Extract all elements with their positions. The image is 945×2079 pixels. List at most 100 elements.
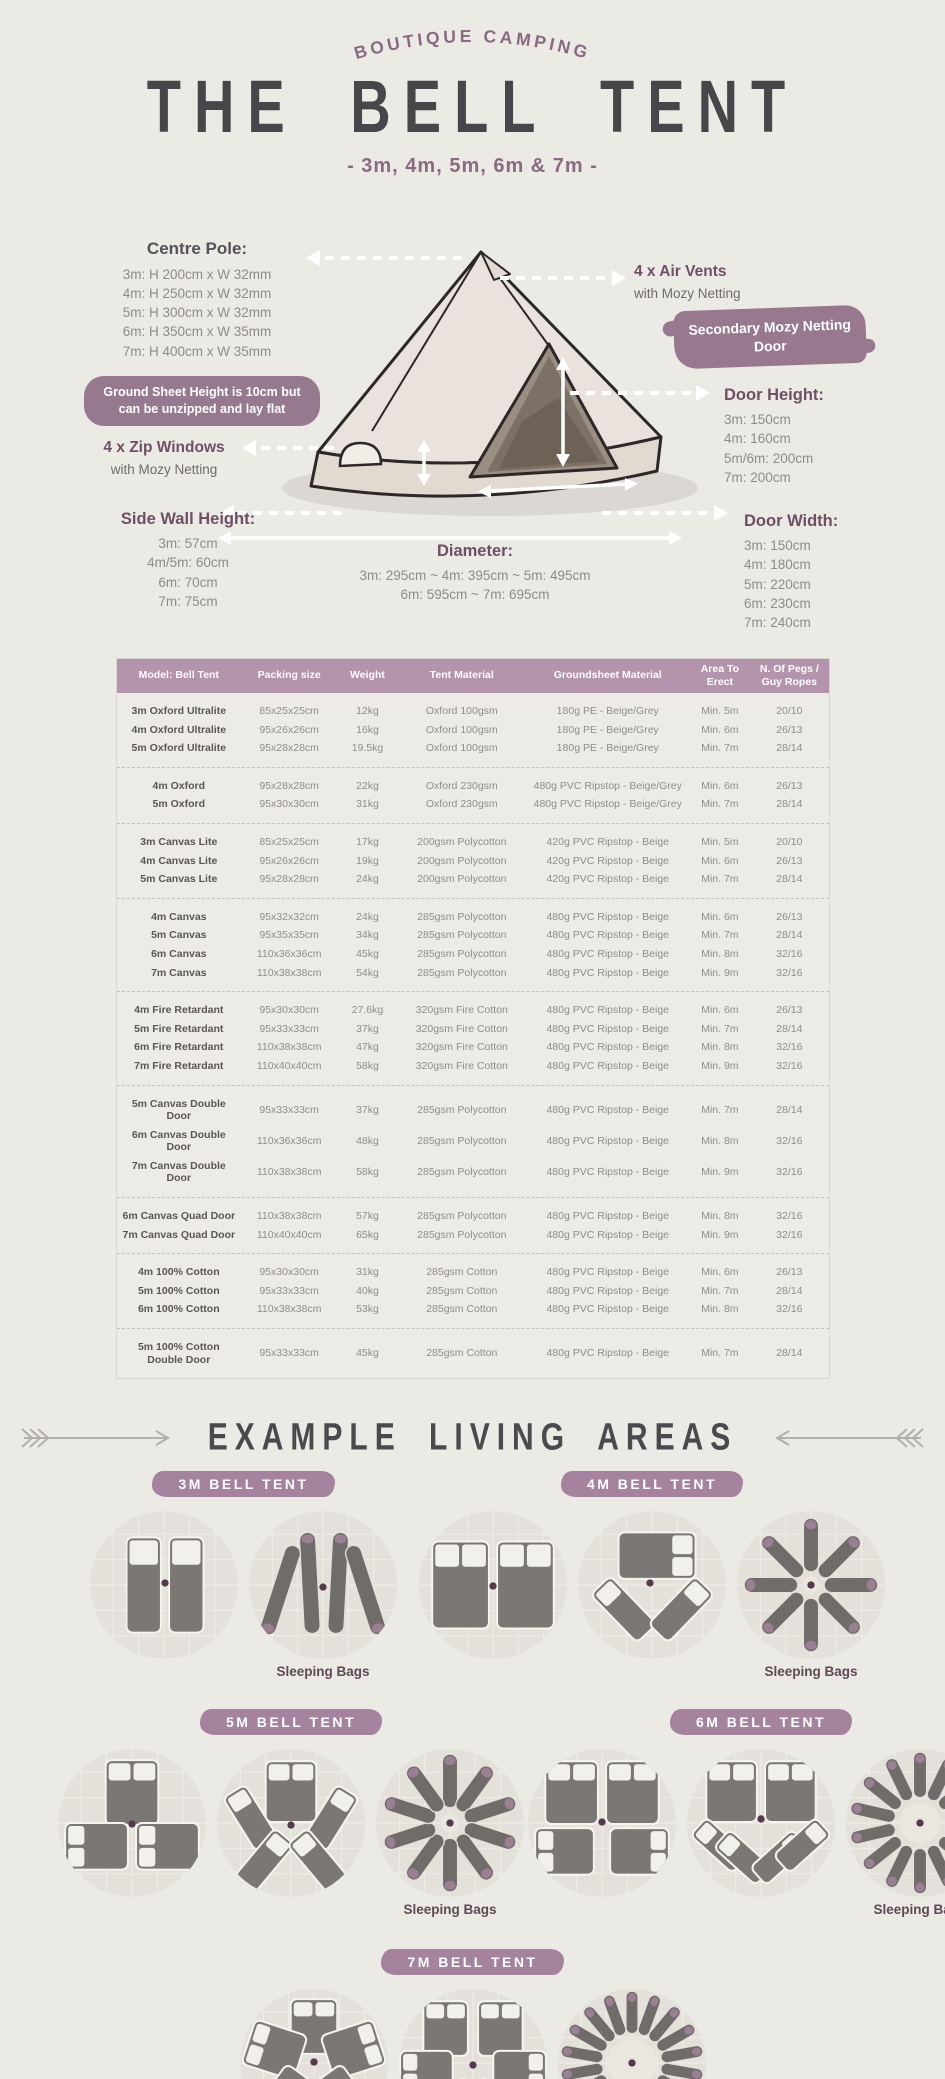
table-cell: 95x32x32cm	[259, 910, 319, 923]
spec-line: 3m: 150cm	[724, 412, 791, 428]
model-cell: 4m Oxford	[152, 779, 206, 792]
layout-circle-bags-10	[376, 1749, 524, 1898]
table-cell: Min. 6m	[701, 779, 739, 792]
table-cell: Min. 7m	[701, 1022, 739, 1035]
tent-size-badge: 7M BELL TENT	[381, 1949, 564, 1976]
table-row: 6m Fire Retardant 110x38x38cm 47kg 320gsm F…	[117, 1038, 829, 1057]
col-groundsheet: Groundsheet Material	[553, 669, 662, 682]
table-cell: 22kg	[356, 779, 379, 792]
spec-line: 7m: 240cm	[744, 614, 811, 630]
table-cell: 200gsm Polycotton	[417, 873, 507, 886]
layout-circle-wrap: Sleeping Bags	[735, 1509, 887, 1679]
table-cell: 24kg	[356, 910, 379, 923]
table-cell: 420g PVC Ripstop - Beige	[546, 854, 670, 867]
table-cell: Min. 6m	[701, 854, 739, 867]
table-cell: 95x26x26cm	[259, 854, 319, 867]
living-areas-heading: EXAMPLE LIVING AREAS	[0, 1416, 945, 1459]
diameter-title: Diameter:	[436, 542, 514, 560]
model-cell: 4m Oxford Ultralite	[131, 723, 227, 736]
table-group: 6m Canvas Quad Door 110x38x38cm 57kg 285gsm…	[116, 1197, 829, 1253]
table-cell: 54kg	[356, 966, 379, 979]
table-cell: 95x30x30cm	[259, 1004, 319, 1017]
layout-circle-wrap	[526, 1747, 678, 1899]
table-cell: 28/14	[776, 1347, 803, 1360]
table-cell: 110x38x38cm	[256, 1041, 322, 1054]
model-cell: 5m Fire Retardant	[134, 1022, 224, 1035]
layout-circle-doubles-5	[239, 1989, 388, 2079]
table-cell: 95x30x30cm	[259, 1266, 319, 1279]
spec-line: 3m: 150cm	[744, 538, 811, 554]
table-cell: 110x36x36cm	[256, 1134, 322, 1147]
table-cell: 20/10	[776, 835, 803, 848]
table-group: 4m Canvas 95x32x32cm 24kg 285gsm Polycotton…	[116, 897, 829, 991]
table-cell: 480g PVC Ripstop - Beige	[546, 1266, 670, 1279]
table-cell: 37kg	[356, 1022, 379, 1035]
layout-circle-wrap: Sleeping Bags	[556, 1987, 708, 2079]
page-title: THE BELL TENT	[146, 64, 799, 149]
model-cell: 6m 100% Cotton	[137, 1303, 220, 1316]
table-cell: Min. 5m	[701, 705, 739, 717]
table-row: 5m Canvas Lite 95x28x28cm 24kg 200gsm Polyc…	[117, 870, 829, 889]
spec-table: Model: Bell Tent Packing size Weight Ten…	[115, 658, 830, 1380]
table-cell: 57kg	[356, 1210, 379, 1223]
model-cell: 7m Canvas	[151, 966, 207, 979]
tent-layout-group: 6M BELL TENT Sleeping Bags	[526, 1709, 945, 1917]
tent-layout-group: 7M BELL TENT Sleeping Bags	[238, 1949, 708, 2079]
table-cell: 27.6kg	[351, 1004, 384, 1017]
svg-text:BOUTIQUE CAMPING: BOUTIQUE CAMPING	[352, 26, 593, 63]
table-cell: Min. 8m	[701, 1303, 739, 1316]
table-cell: Min. 7m	[701, 798, 739, 811]
tent-diagram-section: Centre Pole: 3m: H 200cm x W 32mm 4m: H 2…	[0, 188, 945, 650]
table-cell: 320gsm Fire Cotton	[415, 1004, 508, 1017]
table-cell: 40kg	[356, 1284, 379, 1297]
air-vents-sub: with Mozy Netting	[634, 285, 741, 301]
sleeping-bags-label: Sleeping Bags	[403, 1902, 497, 1918]
col-material: Tent Material	[429, 669, 494, 682]
table-cell: 110x38x38cm	[256, 966, 322, 979]
table-cell: 180g PE - Beige/Grey	[556, 742, 659, 755]
spec-line: 4m: H 250cm x W 32mm	[122, 286, 272, 302]
table-row: 7m Canvas Quad Door 110x40x40cm 65kg 285gsm…	[117, 1226, 829, 1245]
sleeping-bags-label: Sleeping Bags	[276, 1664, 370, 1680]
table-cell: 32/16	[776, 1228, 803, 1241]
table-row: 4m 100% Cotton 95x30x30cm 31kg 285gsm Cotto…	[117, 1263, 829, 1282]
table-cell: 320gsm Fire Cotton	[415, 1059, 508, 1072]
table-row: 5m Oxford 95x30x30cm 31kg Oxford 230gsm 480g…	[117, 795, 829, 814]
table-cell: 53kg	[356, 1303, 379, 1316]
layout-circle-wrap: Sleeping Bags	[374, 1747, 526, 1917]
table-cell: Min. 8m	[701, 1210, 739, 1223]
spec-table-header: Model: Bell Tent Packing size Weight Ten…	[116, 659, 829, 693]
table-cell: 285gsm Cotton	[426, 1284, 498, 1297]
table-cell: 28/14	[776, 929, 803, 942]
model-cell: 7m Canvas Quad Door	[122, 1228, 236, 1241]
table-cell: 480g PVC Ripstop - Beige	[546, 1041, 670, 1054]
layout-circle-double1-singles2	[578, 1511, 726, 1660]
diameter-lines: 3m: 295cm ~ 4m: 395cm ~ 5m: 495cm 6m: 595…	[292, 566, 658, 604]
table-cell: 285gsm Polycotton	[417, 966, 507, 979]
spec-line: 4m: 160cm	[724, 431, 791, 447]
living-areas-section: EXAMPLE LIVING AREAS 3M BELL TENT Sleepin…	[0, 1416, 945, 2079]
layout-circle-wrap	[88, 1509, 240, 1661]
table-cell: Min. 5m	[701, 835, 739, 848]
table-cell: Min. 9m	[701, 1059, 739, 1072]
table-cell: 95x33x33cm	[259, 1022, 319, 1035]
model-cell: 3m Oxford Ultralite	[131, 705, 227, 717]
table-cell: Oxford 230gsm	[425, 779, 498, 792]
table-cell: 180g PE - Beige/Grey	[556, 705, 659, 717]
tent-size-badge: 4M BELL TENT	[560, 1471, 744, 1498]
table-row: 7m Canvas 110x38x38cm 54kg 285gsm Polycotto…	[117, 964, 829, 983]
layout-circles: Sleeping Bags	[238, 1987, 708, 2079]
table-cell: 32/16	[776, 1303, 803, 1316]
spec-line: 6m: 230cm	[744, 595, 811, 611]
arrow-decoration-right	[775, 1428, 924, 1448]
table-cell: Min. 8m	[701, 1041, 739, 1054]
model-cell: 6m Fire Retardant	[134, 1041, 224, 1054]
model-cell: 5m Canvas Double Door	[131, 1097, 226, 1123]
table-cell: 65kg	[356, 1228, 379, 1241]
model-cell: 4m Canvas	[151, 910, 207, 923]
table-row: 6m 100% Cotton 110x38x38cm 53kg 285gsm Cott…	[117, 1300, 829, 1319]
layout-circle-wrap	[397, 1987, 549, 2079]
table-row: 6m Canvas 110x36x36cm 45kg 285gsm Polycotto…	[117, 945, 829, 964]
arrow-decoration-left	[21, 1428, 170, 1448]
table-cell: 45kg	[356, 947, 379, 960]
